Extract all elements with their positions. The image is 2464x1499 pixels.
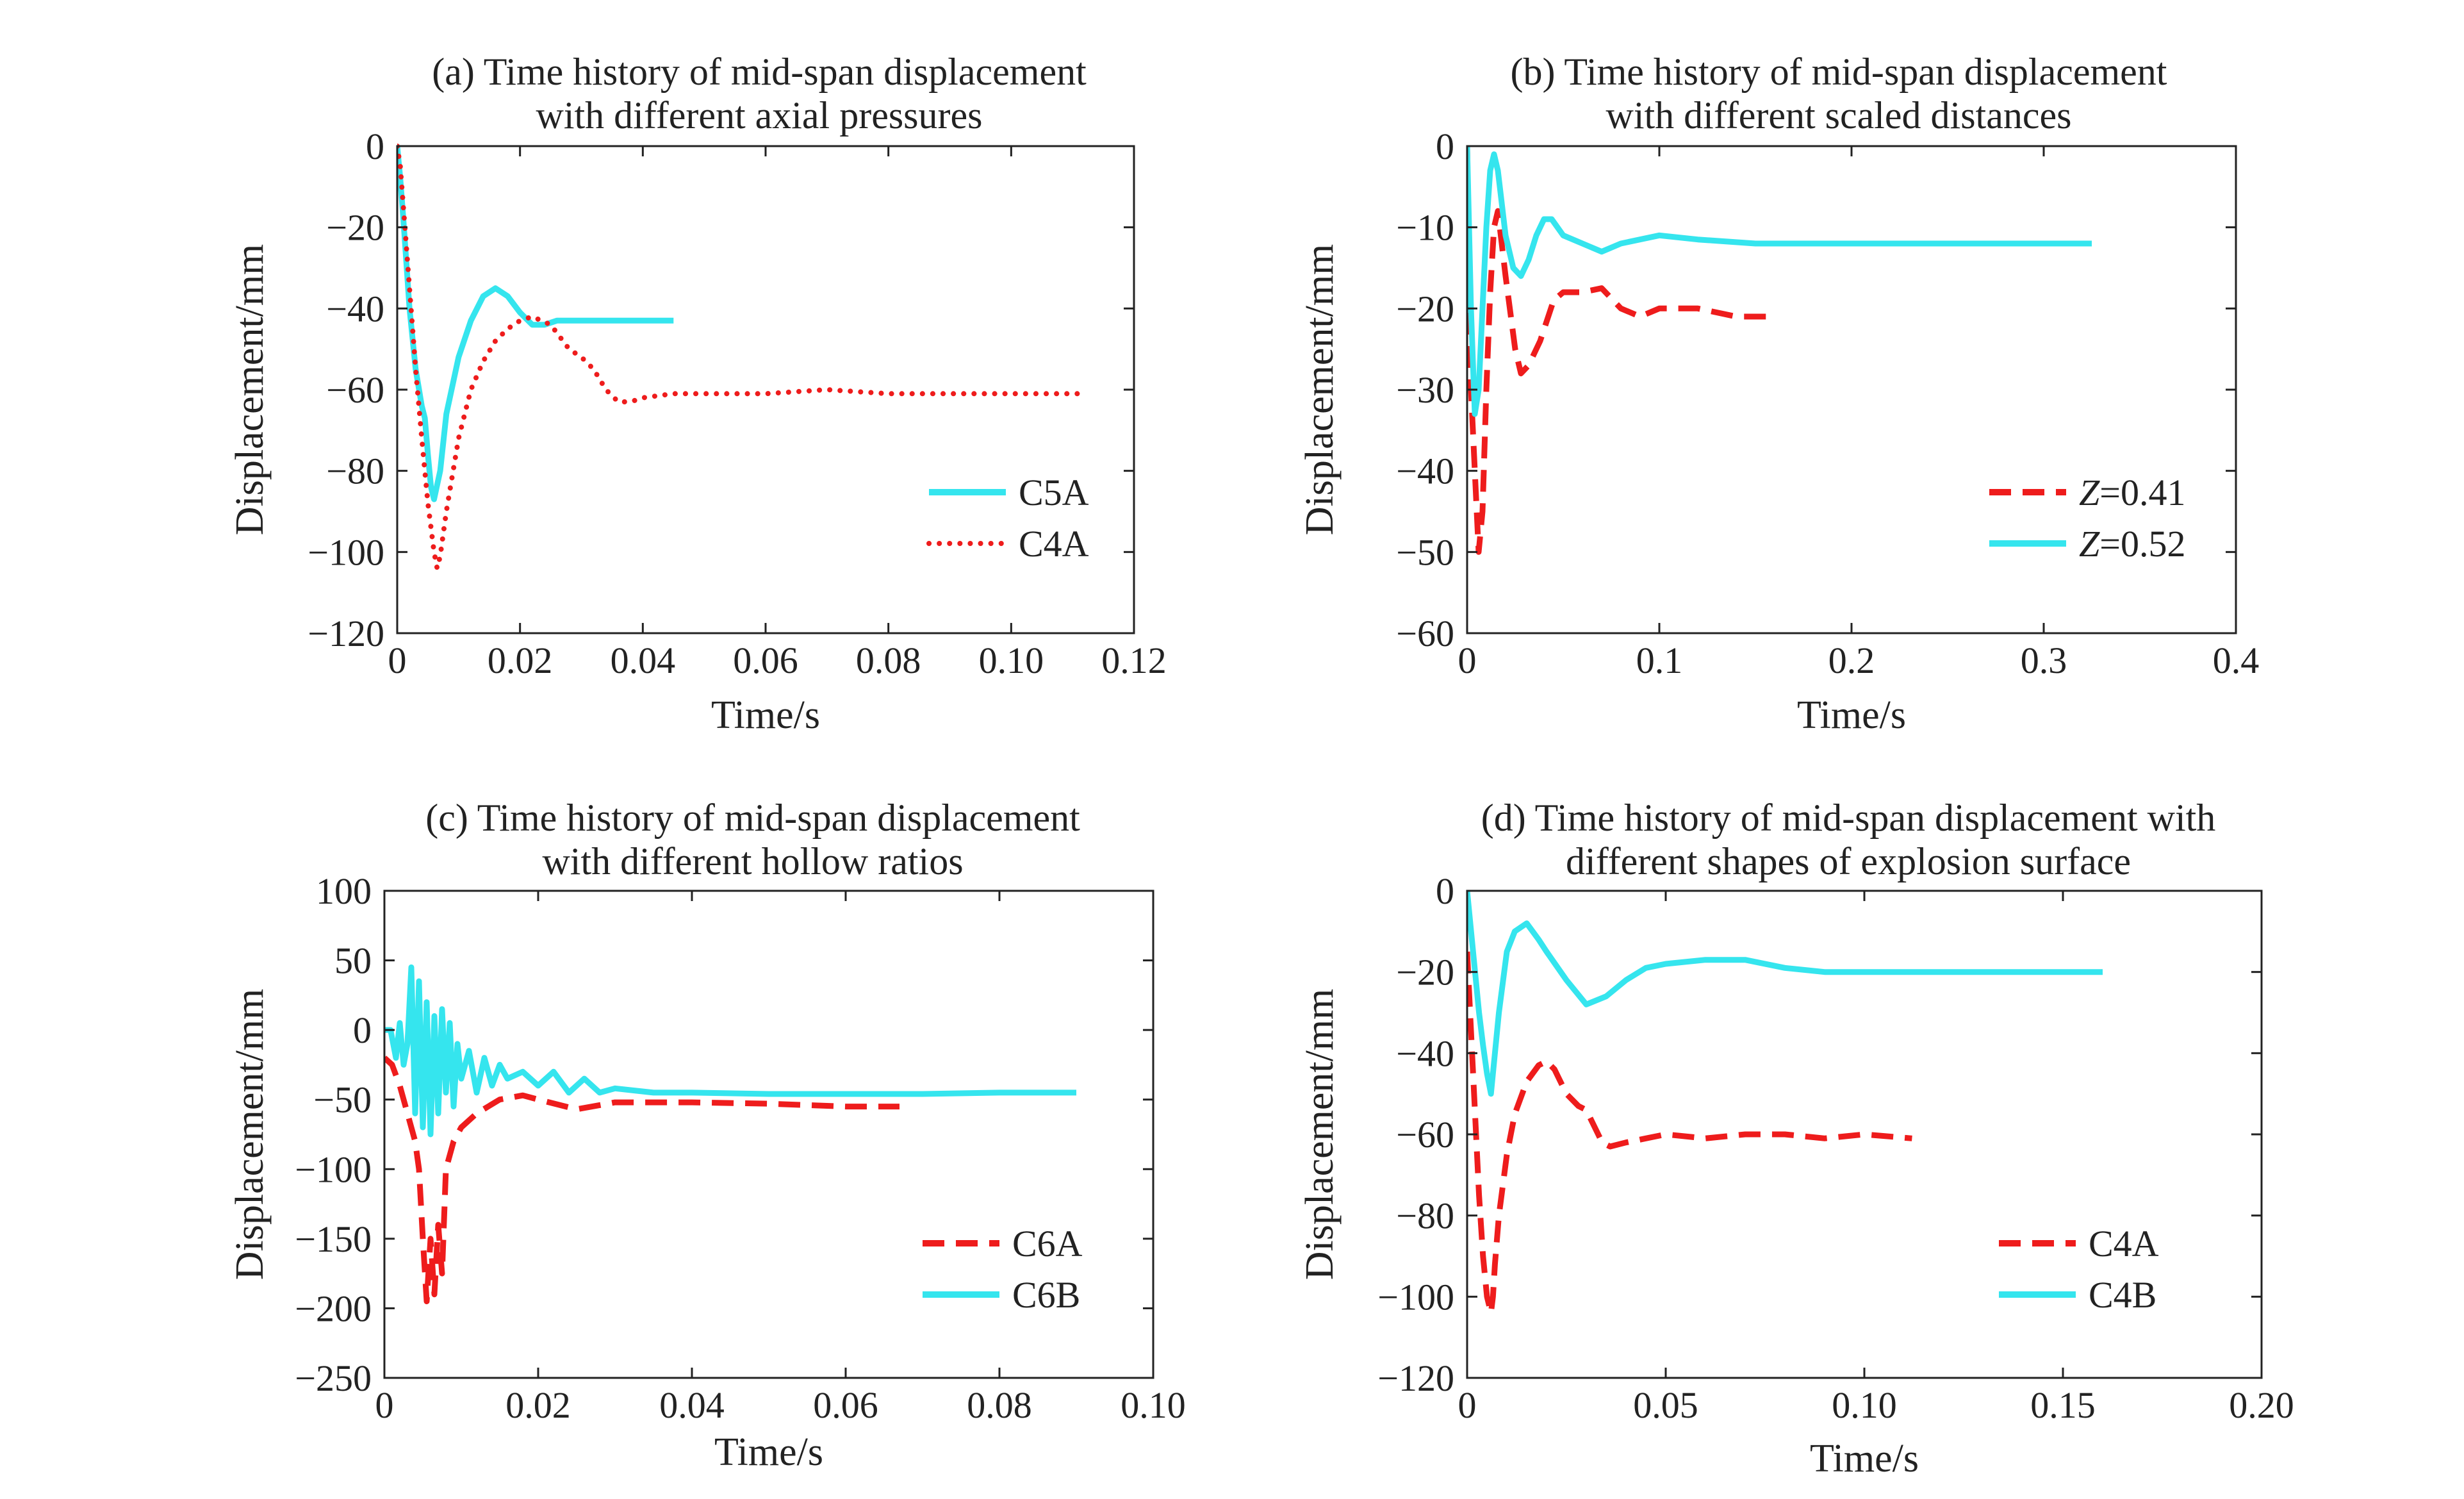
panel-b-ytick-label: −20 bbox=[1396, 288, 1454, 329]
panel-c-xlabel: Time/s bbox=[714, 1430, 823, 1474]
panel-c-xtick-label: 0.10 bbox=[1121, 1384, 1186, 1426]
panel-d-ytick-label: −80 bbox=[1396, 1195, 1454, 1237]
panel-d-ytick-label: −100 bbox=[1377, 1276, 1454, 1318]
panel-c-ytick-label: −100 bbox=[295, 1148, 372, 1190]
panel-b-ytick-label: −40 bbox=[1396, 451, 1454, 492]
panel-a-xtick-label: 0.06 bbox=[733, 640, 798, 681]
panel-a-xtick-label: 0.10 bbox=[979, 640, 1044, 681]
panel-d-ytick-label: −60 bbox=[1396, 1114, 1454, 1155]
panel-a-legend-label: C5A bbox=[1019, 472, 1089, 513]
panel-b-xtick-label: 0.1 bbox=[1636, 640, 1683, 681]
panel-a-ytick-label: −80 bbox=[326, 451, 384, 492]
panel-d-series-c4a bbox=[1467, 951, 1912, 1316]
panel-c-ytick-label: −200 bbox=[295, 1288, 372, 1329]
panel-b-ytick-label: 0 bbox=[1436, 126, 1454, 167]
panel-a-xtick-label: 0 bbox=[388, 640, 407, 681]
panel-b-series-z-0-41 bbox=[1467, 145, 1775, 555]
panel-a-series-c5a bbox=[397, 145, 674, 502]
panel-a-series-c4a bbox=[397, 144, 1088, 571]
panel-d-xtick-label: 0.15 bbox=[2030, 1384, 2096, 1426]
panel-c-legend-label: C6A bbox=[1012, 1223, 1083, 1264]
panel-d-xlabel: Time/s bbox=[1810, 1437, 1919, 1480]
panel-d-xtick-label: 0 bbox=[1458, 1384, 1477, 1426]
panel-c-series-c6a bbox=[384, 1056, 899, 1305]
panel-c-xtick-label: 0.08 bbox=[967, 1384, 1032, 1426]
panel-a-xlabel: Time/s bbox=[711, 693, 820, 737]
legend-value: =0.41 bbox=[2099, 472, 2185, 513]
panel-b-title-line-2: with different scaled distances bbox=[1606, 94, 2072, 137]
panel-c-ytick-label: 50 bbox=[334, 940, 372, 982]
panel-b-ylabel: Displacement/mm bbox=[1298, 244, 1342, 536]
panel-a-ytick-label: −20 bbox=[326, 207, 384, 249]
panel-c: (c) Time history of mid-span displacemen… bbox=[228, 797, 1186, 1474]
panel-b-xtick-label: 0 bbox=[1458, 640, 1477, 681]
panel-b-ytick-label: −50 bbox=[1396, 531, 1454, 573]
panel-b-xlabel: Time/s bbox=[1797, 693, 1906, 737]
panel-b-series-z-0-52 bbox=[1467, 145, 2092, 417]
panel-c-xtick-label: 0.02 bbox=[505, 1384, 571, 1426]
panel-b-ytick-label: −60 bbox=[1396, 613, 1454, 654]
panel-a: (a) Time history of mid-span displacemen… bbox=[228, 51, 1167, 737]
panel-c-series-c6b bbox=[384, 964, 1076, 1138]
panel-d-ytick-label: −40 bbox=[1396, 1032, 1454, 1074]
panel-b-ytick-label: −30 bbox=[1396, 369, 1454, 411]
panel-d-legend-label: C4B bbox=[2089, 1274, 2156, 1316]
legend-var: Z bbox=[2079, 472, 2100, 513]
panel-c-xtick-label: 0.06 bbox=[813, 1384, 878, 1426]
panel-b: (b) Time history of mid-span displacemen… bbox=[1298, 51, 2259, 737]
panel-c-ylabel: Displacement/mm bbox=[228, 989, 272, 1280]
panel-a-xtick-label: 0.04 bbox=[611, 640, 676, 681]
panel-d-legend-label: C4A bbox=[2089, 1223, 2159, 1264]
panel-c-ytick-label: −150 bbox=[295, 1218, 372, 1260]
panel-d-title-line-2: different shapes of explosion surface bbox=[1566, 840, 2131, 882]
panel-b-legend-label: Z=0.41 bbox=[2079, 472, 2185, 513]
panel-c-plot-frame bbox=[383, 890, 1154, 1379]
panel-c-title-line-1: (c) Time history of mid-span displacemen… bbox=[425, 797, 1080, 839]
panel-a-legend-label: C4A bbox=[1019, 523, 1089, 565]
panel-b-legend-label: Z=0.52 bbox=[2079, 523, 2185, 565]
panel-b-xtick-label: 0.3 bbox=[2021, 640, 2067, 681]
panel-d-title-line-1: (d) Time history of mid-span displacemen… bbox=[1481, 797, 2216, 839]
panel-b-xtick-label: 0.2 bbox=[1828, 640, 1875, 681]
panel-d-xtick-label: 0.10 bbox=[1832, 1384, 1897, 1426]
panel-a-ytick-label: −120 bbox=[308, 613, 384, 654]
legend-var: Z bbox=[2079, 523, 2100, 565]
panel-a-ytick-label: −40 bbox=[326, 288, 384, 329]
panel-d-ylabel: Displacement/mm bbox=[1298, 989, 1342, 1280]
panel-d-ytick-label: −120 bbox=[1377, 1357, 1454, 1399]
panel-d-ytick-label: −20 bbox=[1396, 952, 1454, 993]
panel-c-ytick-label: 100 bbox=[316, 870, 372, 912]
panel-c-xtick-label: 0 bbox=[375, 1384, 394, 1426]
panel-a-xtick-label: 0.12 bbox=[1101, 640, 1167, 681]
panel-a-ytick-label: 0 bbox=[366, 126, 384, 167]
panel-a-title-line-1: (a) Time history of mid-span displacemen… bbox=[432, 51, 1087, 93]
panel-a-ytick-label: −100 bbox=[308, 531, 384, 573]
panel-c-xtick-label: 0.04 bbox=[659, 1384, 725, 1426]
panel-b-ytick-label: −10 bbox=[1396, 207, 1454, 249]
panel-d-ytick-label: 0 bbox=[1436, 870, 1454, 912]
panel-a-ytick-label: −60 bbox=[326, 369, 384, 411]
panel-d: (d) Time history of mid-span displacemen… bbox=[1298, 797, 2294, 1480]
panel-c-ytick-label: −250 bbox=[295, 1357, 372, 1399]
panel-d-series-c4b bbox=[1467, 890, 2103, 1097]
panel-c-legend-label: C6B bbox=[1012, 1274, 1080, 1316]
panel-c-title-line-2: with different hollow ratios bbox=[542, 840, 963, 882]
panel-a-title-line-2: with different axial pressures bbox=[536, 94, 982, 137]
panel-b-xtick-label: 0.4 bbox=[2213, 640, 2260, 681]
panel-c-ytick-label: 0 bbox=[353, 1009, 372, 1051]
panel-a-xtick-label: 0.08 bbox=[856, 640, 921, 681]
panel-a-xtick-label: 0.02 bbox=[488, 640, 553, 681]
panel-d-xtick-label: 0.20 bbox=[2229, 1384, 2294, 1426]
panel-d-xtick-label: 0.05 bbox=[1633, 1384, 1698, 1426]
panel-c-ytick-label: −50 bbox=[313, 1079, 372, 1121]
legend-value: =0.52 bbox=[2099, 523, 2185, 565]
panel-a-ylabel: Displacement/mm bbox=[228, 244, 272, 536]
panel-b-title-line-1: (b) Time history of mid-span displacemen… bbox=[1511, 51, 2167, 93]
